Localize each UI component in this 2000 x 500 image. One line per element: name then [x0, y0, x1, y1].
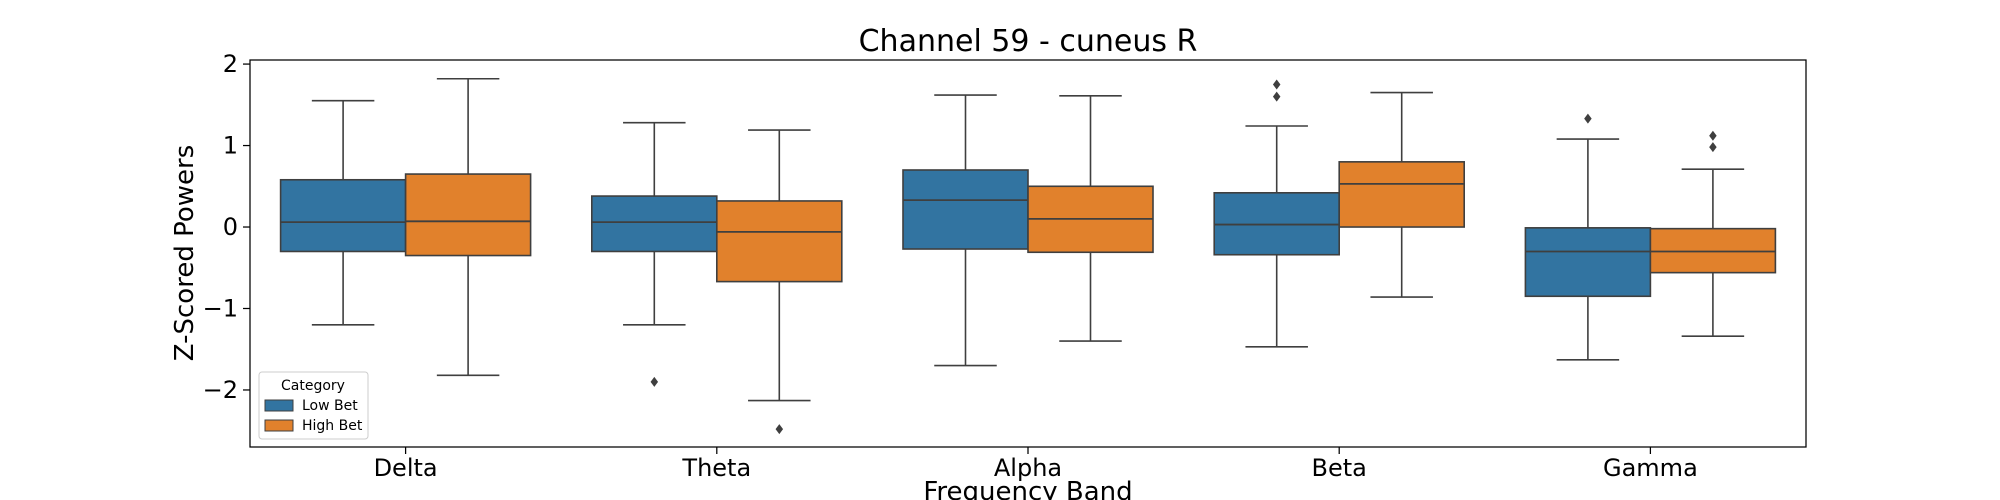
- legend-title: Category: [281, 378, 345, 394]
- box-body: [902, 169, 1029, 250]
- y-tick-label: 1: [223, 132, 238, 160]
- box-body: [1338, 161, 1465, 228]
- x-tick-label: Theta: [681, 454, 751, 482]
- box-high-bet-alpha: [1027, 95, 1154, 342]
- legend-label-high-bet: High Bet: [302, 418, 363, 434]
- outlier-point: [1709, 130, 1717, 141]
- chart-title: Channel 59 - cuneus R: [859, 24, 1198, 59]
- box-low-bet-beta: [1213, 79, 1340, 348]
- box-body: [1524, 227, 1652, 298]
- outlier-point: [1272, 79, 1281, 90]
- y-tick-label: 2: [223, 50, 238, 78]
- y-tick-label: −2: [203, 376, 238, 404]
- box-body: [715, 200, 843, 283]
- box-high-bet-theta: [715, 129, 843, 435]
- y-axis: 2 1 0 −1 −2: [203, 50, 250, 404]
- y-tick-label: −1: [203, 294, 238, 322]
- outlier-point: [1584, 113, 1592, 124]
- x-tick-label: Gamma: [1603, 454, 1698, 482]
- x-tick-label: Delta: [374, 454, 438, 482]
- x-axis: Delta Theta Alpha Beta Gamma: [374, 447, 1698, 482]
- plot-area: [279, 77, 1777, 435]
- box-body: [279, 178, 407, 253]
- x-tick-label: Alpha: [994, 454, 1062, 482]
- outlier-point: [775, 424, 784, 435]
- box-low-bet-alpha: [902, 94, 1029, 367]
- x-tick-label: Beta: [1312, 454, 1367, 482]
- legend: Category Low Bet High Bet: [258, 371, 369, 440]
- box-low-bet-gamma: [1524, 113, 1652, 361]
- outlier-point: [650, 376, 659, 387]
- x-axis-title: Frequency Band: [923, 477, 1132, 500]
- legend-swatch-high-bet: [264, 419, 294, 432]
- box-low-bet-theta: [590, 121, 718, 387]
- legend-swatch-low-bet: [264, 399, 294, 412]
- y-axis-title: Z-Scored Powers: [170, 145, 200, 361]
- y-tick-label: 0: [223, 213, 238, 241]
- box-high-bet-beta: [1338, 91, 1465, 298]
- legend-label-low-bet: Low Bet: [302, 398, 358, 414]
- outlier-point: [1272, 91, 1281, 102]
- box-body: [404, 173, 532, 257]
- box-low-bet-delta: [279, 99, 407, 326]
- box-high-bet-delta: [404, 77, 532, 377]
- box-body: [590, 195, 718, 253]
- box-high-bet-gamma: [1649, 130, 1777, 337]
- outlier-point: [1709, 142, 1717, 153]
